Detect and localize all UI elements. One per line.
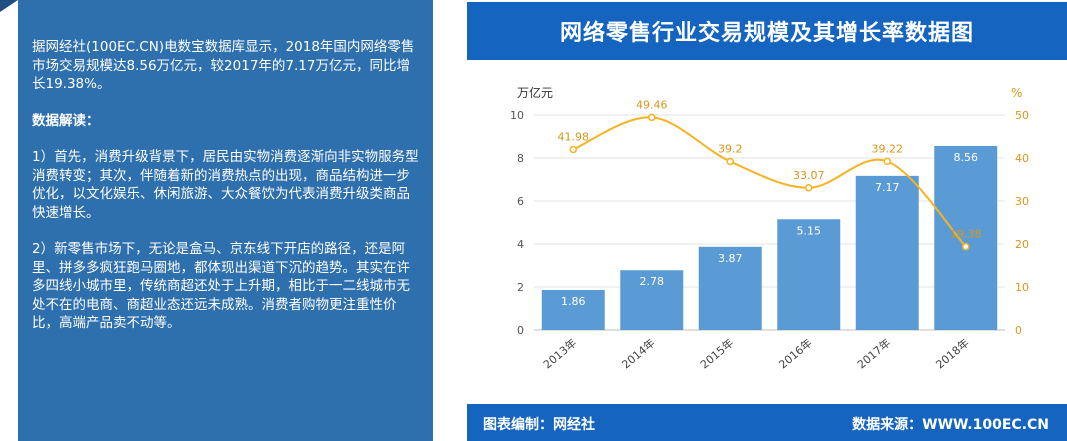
line-value-label: 41.98 <box>558 130 590 143</box>
panel-corner-decoration <box>0 0 18 12</box>
y-left-tick-label: 10 <box>510 109 524 122</box>
line-value-label: 39.22 <box>872 142 904 155</box>
bar-value-label: 5.15 <box>797 224 822 237</box>
bar <box>698 246 762 330</box>
chart-title-banner: 网络零售行业交易规模及其增长率数据图 <box>467 2 1067 60</box>
bar <box>934 145 998 330</box>
bar-value-label: 7.17 <box>875 181 900 194</box>
y-left-tick-label: 2 <box>517 281 524 294</box>
text-panel: 据网经社(100EC.CN)电数宝数据库显示，2018年国内网络零售市场交易规模… <box>0 0 433 441</box>
interpretation-point-1: 1）首先，消费升级背景下，居民由实物消费逐渐向非实物服务型消费转变；其次，伴随着… <box>32 149 419 221</box>
x-tick-label: 2014年 <box>619 336 658 372</box>
line-point <box>805 184 813 192</box>
growth-rate-line <box>572 116 967 248</box>
line-point <box>569 145 577 154</box>
y-right-tick-label: 20 <box>1015 238 1029 251</box>
bar-value-label: 2.78 <box>640 275 665 288</box>
bar-value-label: 1.86 <box>561 295 586 308</box>
line-value-label: 33.07 <box>793 169 825 182</box>
y-left-axis-label: 万亿元 <box>517 85 553 100</box>
bar-value-label: 8.56 <box>954 151 979 164</box>
y-right-tick-label: 0 <box>1015 324 1022 337</box>
interpretation-point-2: 2）新零售市场下，无论是盒马、京东线下开店的路径，还是阿里、拼多多疯狂跑马圈地，… <box>32 241 410 331</box>
y-left-tick-label: 0 <box>517 324 524 337</box>
line-point <box>883 157 891 166</box>
line-value-label: 19.38 <box>950 228 982 241</box>
chart-canvas: 0 2 4 6 8 10 0 10 20 30 40 50 万亿元 % 1.86 2.78 3.87 5.15 7.… <box>510 85 1029 372</box>
bar <box>541 290 605 330</box>
chart-title: 网络零售行业交易规模及其增长率数据图 <box>559 21 974 46</box>
line-value-label: 39.2 <box>718 142 743 155</box>
chart-panel: 网络零售行业交易规模及其增长率数据图 0 2 4 6 8 10 0 10 20 30 40 50 万亿元… <box>467 0 1067 441</box>
line-point <box>648 113 656 122</box>
y-right-tick-label: 50 <box>1015 109 1029 122</box>
bar <box>855 175 919 330</box>
y-right-tick-label: 30 <box>1015 195 1029 208</box>
line-point <box>726 157 734 166</box>
x-tick-label: 2018年 <box>933 336 972 372</box>
bar-value-label: 3.87 <box>718 252 743 265</box>
y-left-tick-label: 6 <box>517 195 524 208</box>
x-tick-label: 2017年 <box>854 336 893 372</box>
x-tick-label: 2015年 <box>697 336 736 372</box>
y-right-axis-label: % <box>1011 86 1022 100</box>
interpretation-heading: 数据解读： <box>32 112 100 129</box>
summary-paragraph: 据网经社(100EC.CN)电数宝数据库显示，2018年国内网络零售市场交易规模… <box>32 39 415 92</box>
line-value-label: 49.46 <box>636 98 668 111</box>
bar <box>777 219 841 330</box>
chart-credit: 图表编制：网经社 <box>483 417 595 433</box>
y-left-tick-label: 8 <box>517 152 524 165</box>
y-right-tick-label: 10 <box>1015 281 1029 294</box>
y-right-tick-label: 40 <box>1015 152 1029 165</box>
bar <box>620 270 684 330</box>
y-left-tick-label: 4 <box>517 238 524 251</box>
line-point <box>962 242 970 251</box>
chart-footer-banner: 图表编制：网经社 数据来源：WWW.100EC.CN <box>467 404 1067 441</box>
data-source: 数据来源：WWW.100EC.CN <box>852 417 1049 433</box>
x-tick-label: 2013年 <box>540 336 579 372</box>
x-tick-label: 2016年 <box>776 336 815 372</box>
